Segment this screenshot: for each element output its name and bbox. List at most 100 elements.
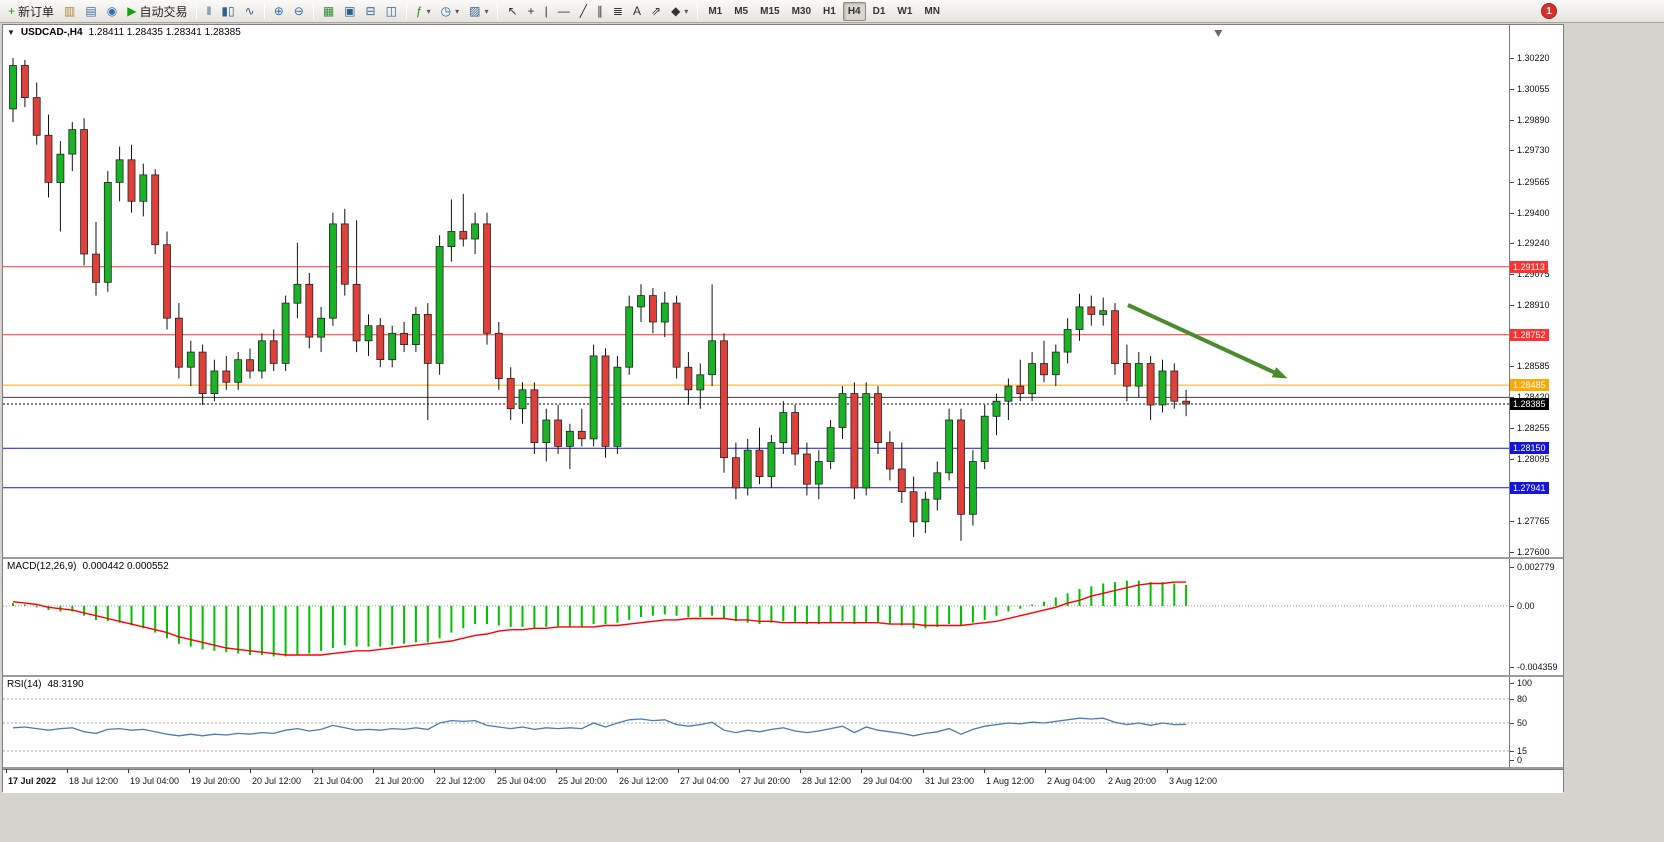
arrows-button[interactable]: ⇗ xyxy=(647,2,665,21)
crosshair-button[interactable]: + xyxy=(524,2,539,21)
time-axis-label: 20 Jul 12:00 xyxy=(250,769,301,786)
cascade-windows-button[interactable]: ▣ xyxy=(340,2,359,21)
periods-button[interactable]: ◷ ▾ xyxy=(437,2,464,21)
timeframe-m30[interactable]: M30 xyxy=(791,5,812,17)
timeframe-h1[interactable]: H1 xyxy=(823,5,836,17)
rsi-canvas[interactable] xyxy=(3,677,1509,767)
tile-horizontal-button[interactable]: ⊟ xyxy=(362,2,380,21)
timeframe-w1[interactable]: W1 xyxy=(897,5,913,17)
text-icon: A xyxy=(632,4,641,18)
indicators-button[interactable]: ƒ ▾ xyxy=(412,2,435,21)
pane-splitter[interactable] xyxy=(3,767,1563,769)
channel-button[interactable]: ∥ xyxy=(593,2,607,21)
bar-chart-button[interactable]: ‖ xyxy=(202,2,215,21)
macd-canvas[interactable] xyxy=(3,559,1509,675)
trendline-button[interactable]: ╱ xyxy=(576,2,591,21)
zoom-in-button[interactable]: ⊕ xyxy=(270,2,288,21)
trendline-icon: ╱ xyxy=(579,4,587,18)
support-button[interactable]: ◉ xyxy=(103,2,121,21)
toolbar-separator xyxy=(312,3,314,19)
rsi-scale[interactable]: 100 80 50 15 0 xyxy=(1509,677,1563,767)
price-tick: 1.30055 xyxy=(1510,84,1550,94)
time-axis-label: 2 Aug 20:00 xyxy=(1106,769,1156,786)
fibonacci-button[interactable]: ≣ xyxy=(609,2,627,21)
time-axis[interactable]: 17 Jul 2022 18 Jul 12:00 19 Jul 04:00 19 Ju… xyxy=(3,769,1563,793)
zoom-in-icon: ⊕ xyxy=(273,4,284,18)
zoom-out-button[interactable]: ⊖ xyxy=(290,2,308,21)
channel-icon: ∥ xyxy=(596,4,603,18)
price-tick: 1.27765 xyxy=(1510,516,1550,526)
timeframe-m5[interactable]: M5 xyxy=(734,5,749,17)
chevron-down-icon: ▾ xyxy=(684,6,689,16)
timeframe-m1[interactable]: M1 xyxy=(708,5,723,17)
rsi-header: RSI(14) 48.3190 xyxy=(7,679,84,690)
level-lines[interactable] xyxy=(3,266,1509,489)
time-axis-label: 21 Jul 20:00 xyxy=(373,769,424,786)
macd-histogram xyxy=(12,580,1188,657)
candlestick-button[interactable]: ▮▯ xyxy=(217,2,238,21)
price-scale[interactable]: 1.30220 1.30055 1.29890 1.29730 1.29565 1.294… xyxy=(1509,25,1563,557)
tile-horizontal-icon: ⊟ xyxy=(365,4,376,18)
time-axis-label: 31 Jul 23:00 xyxy=(923,769,974,786)
price-tick: 1.29400 xyxy=(1510,208,1550,218)
shapes-button[interactable]: ◆ ▾ xyxy=(667,2,692,21)
toolbar-separator xyxy=(196,3,198,19)
macd-scale[interactable]: 0.002779 0.00 -0.004359 xyxy=(1509,559,1563,675)
candlestick-icon: ▮▯ xyxy=(221,4,235,18)
timeframe-d1[interactable]: D1 xyxy=(872,5,886,17)
chart-window-button[interactable]: ▥ xyxy=(60,2,79,21)
price-tick: 1.29730 xyxy=(1510,145,1550,155)
chart-title-bar: ▼ USDCAD-,H4 1.28411 1.28435 1.28341 1.2… xyxy=(7,27,241,38)
text-button[interactable]: A xyxy=(629,2,645,21)
rsi-pane[interactable]: RSI(14) 48.3190 xyxy=(3,677,1509,767)
price-chart-pane[interactable]: ▼ USDCAD-,H4 1.28411 1.28435 1.28341 1.2… xyxy=(3,25,1509,557)
indicators-icon: ƒ xyxy=(415,4,423,18)
price-tick: 1.29240 xyxy=(1510,238,1550,248)
rsi-scale-label: 0 xyxy=(1510,755,1522,765)
tile-windows-button[interactable]: ▦ xyxy=(319,2,338,21)
auto-trading-button-label: 自动交易 xyxy=(139,4,188,19)
auto-trading-play-icon: ▶ xyxy=(127,4,137,18)
price-tick: 1.28255 xyxy=(1510,423,1550,433)
price-tick: 1.28420 xyxy=(1510,392,1550,402)
market-watch-button[interactable]: ▤ xyxy=(81,2,100,21)
time-axis-label: 17 Jul 2022 xyxy=(6,769,56,786)
price-tick: 1.29565 xyxy=(1510,177,1550,187)
pane-splitter[interactable] xyxy=(3,675,1563,677)
pane-splitter[interactable] xyxy=(3,557,1563,559)
price-level-label: 1.28150 xyxy=(1510,442,1549,454)
timeframe-h4[interactable]: H4 xyxy=(842,1,866,21)
notifications-badge[interactable]: 1 xyxy=(1541,3,1557,19)
collapse-chart-icon[interactable]: ▼ xyxy=(7,28,15,37)
macd-scale-label: -0.004359 xyxy=(1510,662,1558,672)
price-tick: 1.30220 xyxy=(1510,53,1550,63)
macd-header: MACD(12,26,9) 0.000442 0.000552 xyxy=(7,561,169,572)
crosshair-icon: + xyxy=(527,4,535,18)
macd-pane[interactable]: MACD(12,26,9) 0.000442 0.000552 xyxy=(3,559,1509,675)
chart-window-icon: ▥ xyxy=(64,4,76,18)
zoom-out-icon: ⊖ xyxy=(293,4,304,18)
horizontal-line-button[interactable]: — xyxy=(554,2,574,21)
time-axis-label: 27 Jul 20:00 xyxy=(739,769,790,786)
tile-vertical-button[interactable]: ◫ xyxy=(382,2,401,21)
vertical-line-button[interactable]: | xyxy=(541,2,552,21)
arrows-icon: ⇗ xyxy=(651,4,662,18)
template-icon: ▨ xyxy=(469,4,481,18)
new-order-button[interactable]: + 新订单 xyxy=(4,2,58,21)
time-axis-label: 19 Jul 04:00 xyxy=(128,769,179,786)
templates-button[interactable]: ▨ ▾ xyxy=(465,2,492,21)
price-chart-canvas[interactable] xyxy=(3,25,1509,557)
chart-shift-marker[interactable] xyxy=(1214,30,1223,37)
trend-arrow[interactable] xyxy=(1127,303,1288,379)
line-chart-button[interactable]: ∿ xyxy=(241,2,259,21)
time-axis-label: 2 Aug 04:00 xyxy=(1045,769,1095,786)
macd-signal-line xyxy=(12,581,1187,656)
timeframe-mn[interactable]: MN xyxy=(924,5,940,17)
timeframe-m15[interactable]: M15 xyxy=(760,5,780,17)
chart-ohlc-values: 1.28411 1.28435 1.28341 1.28385 xyxy=(88,27,241,38)
auto-trading-button[interactable]: ▶ 自动交易 xyxy=(123,2,191,21)
market-watch-icon: ▤ xyxy=(85,4,97,18)
new-order-icon: + xyxy=(8,4,16,18)
cursor-button[interactable]: ↖ xyxy=(503,2,521,21)
cascade-windows-icon: ▣ xyxy=(344,4,356,18)
